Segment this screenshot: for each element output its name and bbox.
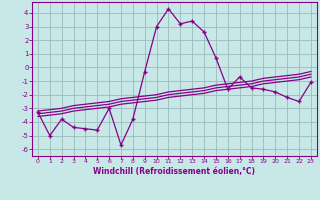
X-axis label: Windchill (Refroidissement éolien,°C): Windchill (Refroidissement éolien,°C) bbox=[93, 167, 255, 176]
